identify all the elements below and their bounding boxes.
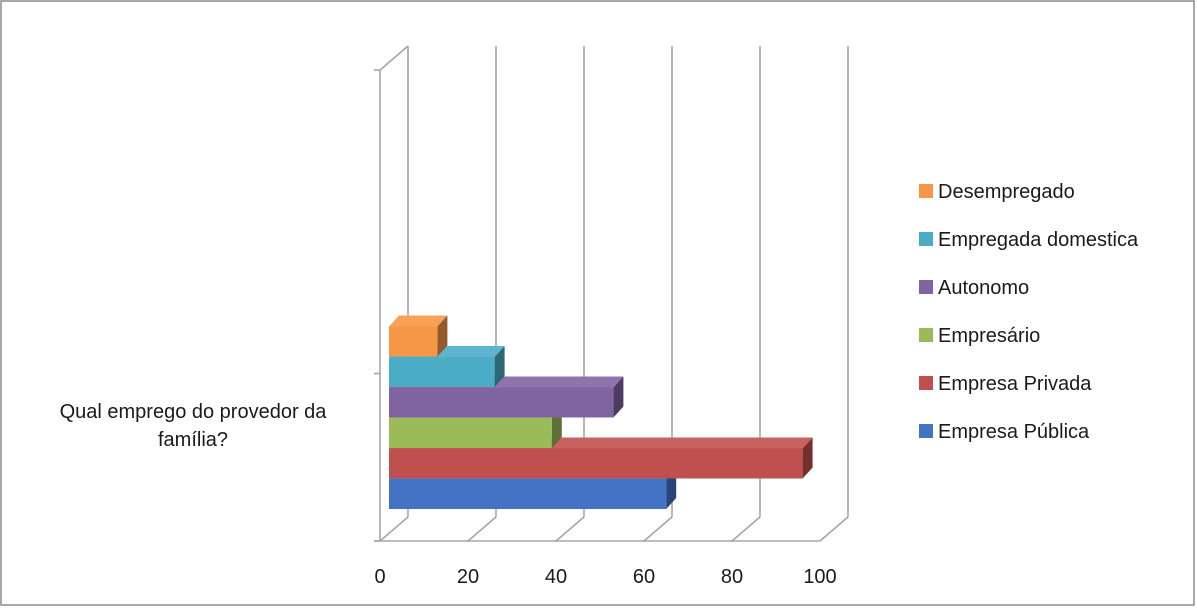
bar-front-face — [389, 448, 803, 479]
bar-front-face — [389, 357, 495, 387]
x-tick-label: 100 — [803, 566, 836, 588]
bar-front-face — [389, 418, 552, 448]
legend-item: Empresário — [919, 325, 1040, 347]
legend-label: Empresa Pública — [938, 421, 1090, 443]
bar-front-face — [389, 479, 667, 509]
floor-depth-line — [467, 516, 497, 542]
bar-top-face — [389, 315, 448, 327]
bar-side-face — [613, 376, 624, 418]
bar-side-face — [802, 437, 813, 479]
legend-item: Empresa Pública — [919, 421, 1090, 443]
legend-item: Empresa Privada — [919, 373, 1092, 395]
bar — [389, 315, 448, 357]
legend-label: Desempregado — [938, 181, 1075, 203]
bar-front-face — [389, 326, 438, 357]
category-label: Qual emprego do provedor da — [60, 401, 328, 423]
legend-item: Empregada domestica — [919, 229, 1139, 251]
legend-swatch — [919, 184, 933, 198]
floor-depth-line — [731, 516, 761, 542]
legend-item: Desempregado — [919, 181, 1075, 203]
legend-swatch — [919, 232, 933, 246]
legend-swatch — [919, 424, 933, 438]
legend-label: Autonomo — [938, 277, 1029, 299]
x-tick-label: 80 — [721, 566, 743, 588]
x-tick-label: 40 — [545, 566, 567, 588]
floor-depth-line — [819, 516, 849, 542]
bars — [389, 315, 813, 509]
bar-side-face — [494, 346, 505, 387]
bar-front-face — [389, 387, 614, 418]
floor-depth-line — [379, 516, 409, 542]
category-label: família? — [158, 429, 228, 451]
legend-label: Empresa Privada — [938, 373, 1092, 395]
x-tick-label: 20 — [457, 566, 479, 588]
legend-label: Empregada domestica — [938, 229, 1139, 251]
floor-depth-line — [555, 516, 585, 542]
legend-swatch — [919, 328, 933, 342]
legend: Desempregado Empregada domestica Autonomo E… — [919, 181, 1139, 443]
bar-side-face — [437, 315, 448, 357]
legend-label: Empresário — [938, 325, 1040, 347]
x-tick-label: 60 — [633, 566, 655, 588]
axes: 0 20 40 60 80 100 Qual emprego do provedor da f… — [60, 45, 837, 588]
x-tick-label: 0 — [374, 566, 385, 588]
legend-swatch — [919, 280, 933, 294]
floor-depth-line — [643, 516, 673, 542]
legend-item: Autonomo — [919, 277, 1029, 299]
legend-swatch — [919, 376, 933, 390]
